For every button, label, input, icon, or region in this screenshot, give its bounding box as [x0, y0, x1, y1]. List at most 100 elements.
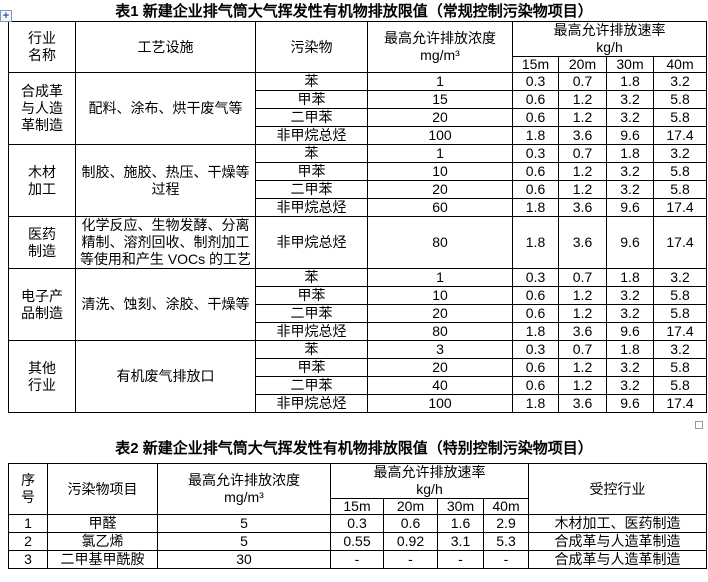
rate-cell: 17.4 — [653, 394, 707, 413]
rate-cell: 3.2 — [606, 304, 654, 323]
concentration-cell: 30 — [157, 550, 331, 569]
concentration-cell: 1 — [367, 268, 513, 287]
rate-cell: 3.6 — [558, 394, 607, 413]
table-row: 非甲烷总烃 80 1.8 3.6 9.6 17.4 — [9, 322, 707, 341]
no-cell: 2 — [8, 532, 48, 551]
concentration-cell: 80 — [367, 322, 513, 341]
rate-cell: 5.3 — [483, 532, 529, 551]
pollutant-cell: 非甲烷总烃 — [255, 198, 368, 217]
rate-cell: 3.2 — [653, 72, 707, 91]
t1-header-process: 工艺设施 — [75, 21, 256, 73]
concentration-cell: 100 — [367, 126, 513, 145]
rate-cell: 1.2 — [558, 162, 607, 181]
rate-cell: 5.8 — [653, 376, 707, 395]
table2-header-row: 序 号 污染物项目 最高允许排放浓度 mg/m³ 最高允许排放速率 kg/h 受… — [8, 463, 707, 515]
t2-header-no: 序 号 — [8, 463, 48, 515]
rate-cell: 5.8 — [653, 304, 707, 323]
table-row: 非甲烷总烃 60 1.8 3.6 9.6 17.4 — [9, 198, 707, 217]
t1-header-height-40m: 40m — [653, 56, 707, 73]
rate-cell: 3.2 — [606, 108, 654, 127]
concentration-cell: 10 — [367, 162, 513, 181]
pollutant-cell: 甲苯 — [255, 358, 368, 377]
rate-cell: 0.3 — [512, 144, 559, 163]
rate-cell: 1.2 — [558, 180, 607, 199]
rate-cell: 0.3 — [330, 514, 384, 533]
concentration-cell: 20 — [367, 304, 513, 323]
rate-cell: 0.6 — [512, 358, 559, 377]
table1: 行业 名称 工艺设施 污染物 最高允许排放浓度 mg/m³ 最高允许排放速率 k… — [8, 21, 707, 413]
rate-cell: 9.6 — [606, 394, 654, 413]
pollutant-cell: 苯 — [255, 144, 368, 163]
industry-cell: 医药 制造 — [8, 216, 76, 269]
rate-cell: 0.92 — [383, 532, 438, 551]
rate-cell: 3.2 — [606, 358, 654, 377]
table1-title: 表1 新建企业排气筒大气挥发性有机物排放限值（常规控制污染物项目） — [115, 3, 593, 20]
concentration-cell: 1 — [367, 72, 513, 91]
industries-cell: 合成革与人造革制造 — [528, 550, 707, 569]
rate-cell: 3.2 — [606, 286, 654, 305]
concentration-cell: 1 — [367, 144, 513, 163]
rate-cell: 1.8 — [606, 340, 654, 359]
table-row: 电子产 品制造 清洗、蚀刻、涂胶、干燥等 苯 1 0.3 0.7 1.8 3.2 — [8, 268, 707, 341]
rate-cell: 1.8 — [512, 322, 559, 341]
table-row: 二甲苯 20 0.6 1.2 3.2 5.8 — [9, 108, 707, 127]
table1-header-row: 行业 名称 工艺设施 污染物 最高允许排放浓度 mg/m³ 最高允许排放速率 k… — [8, 21, 707, 73]
rate-cell: 3.6 — [558, 126, 607, 145]
industries-cell: 合成革与人造革制造 — [528, 532, 707, 551]
rate-cell: 0.3 — [512, 340, 559, 359]
industry-cell: 合成革 与人造 革制造 — [8, 72, 76, 145]
concentration-cell: 60 — [367, 198, 513, 217]
table-row: 甲苯 15 0.6 1.2 3.2 5.8 — [9, 90, 707, 109]
pollutant-cell: 甲苯 — [255, 90, 368, 109]
t1-header-height-30m: 30m — [606, 56, 654, 73]
pollutant-cell: 二甲苯 — [255, 376, 368, 395]
pollutant-cell: 甲苯 — [255, 162, 368, 181]
rate-cell: 9.6 — [606, 126, 654, 145]
rate-cell: 3.2 — [653, 340, 707, 359]
rate-cell: 5.8 — [653, 162, 707, 181]
pollutant-cell: 二甲苯 — [255, 180, 368, 199]
t2-header-industries: 受控行业 — [528, 463, 707, 515]
process-cell: 化学反应、生物发酵、分离 精制、溶剂回收、制剂加工 等使用和产生 VOCs 的工… — [75, 216, 256, 269]
table-move-handle-icon[interactable]: + — [0, 10, 12, 22]
rate-cell: 17.4 — [653, 216, 707, 269]
table-row: 非甲烷总烃 100 1.8 3.6 9.6 17.4 — [9, 394, 707, 413]
concentration-cell: 100 — [367, 394, 513, 413]
t1-header-height-15m: 15m — [512, 56, 559, 73]
pollutant-cell: 氯乙烯 — [47, 532, 158, 551]
table-row: 其他 行业 有机废气排放口 苯 3 0.3 0.7 1.8 3.2 — [8, 340, 707, 413]
rate-cell: 0.6 — [512, 304, 559, 323]
table-row: 二甲苯 20 0.6 1.2 3.2 5.8 — [9, 304, 707, 323]
rate-cell: 0.6 — [383, 514, 438, 533]
t1-header-pollutant: 污染物 — [255, 21, 368, 73]
rate-cell: 17.4 — [653, 322, 707, 341]
rate-cell: 0.6 — [512, 162, 559, 181]
rate-cell: 3.2 — [653, 268, 707, 287]
table-resize-handle-icon[interactable] — [695, 421, 703, 429]
t1-header-industry: 行业 名称 — [8, 21, 76, 73]
rate-cell: 1.8 — [606, 268, 654, 287]
no-cell: 3 — [8, 550, 48, 569]
concentration-cell: 5 — [157, 532, 331, 551]
rate-cell: 1.2 — [558, 286, 607, 305]
concentration-cell: 20 — [367, 180, 513, 199]
rate-cell: 0.6 — [512, 108, 559, 127]
rate-cell: 5.8 — [653, 286, 707, 305]
industry-cell: 其他 行业 — [8, 340, 76, 413]
pollutant-cell: 非甲烷总烃 — [255, 216, 368, 269]
pollutant-cell: 二甲苯 — [255, 304, 368, 323]
table-row: 1 甲醛 5 0.3 0.6 1.6 2.9 木材加工、医药制造 — [8, 514, 707, 533]
t2-header-pollutant: 污染物项目 — [47, 463, 158, 515]
rate-cell: 9.6 — [606, 216, 654, 269]
concentration-cell: 20 — [367, 358, 513, 377]
rate-cell: 5.8 — [653, 108, 707, 127]
rate-cell: - — [330, 550, 384, 569]
pollutant-cell: 二甲基甲酰胺 — [47, 550, 158, 569]
rate-cell: 1.8 — [512, 126, 559, 145]
rate-cell: 0.6 — [512, 376, 559, 395]
pollutant-cell: 非甲烷总烃 — [255, 322, 368, 341]
table-row: 甲苯 10 0.6 1.2 3.2 5.8 — [9, 162, 707, 181]
rate-cell: 5.8 — [653, 358, 707, 377]
table2-title: 表2 新建企业排气筒大气挥发性有机物排放限值（特别控制污染物项目） — [115, 440, 593, 457]
pollutant-cell: 苯 — [255, 72, 368, 91]
